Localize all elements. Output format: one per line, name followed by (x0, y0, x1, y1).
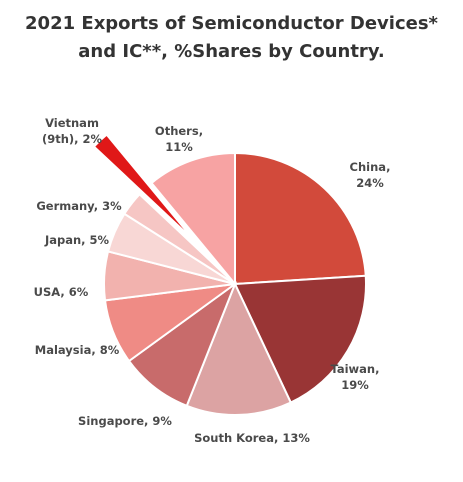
pie-label-usa: USA, 6% (34, 285, 89, 299)
pie-label-line: Others, (155, 124, 203, 138)
pie-label-south-korea: South Korea, 13% (194, 431, 310, 445)
pie-label-line: 19% (341, 378, 369, 392)
pie-label-singapore: Singapore, 9% (78, 414, 172, 428)
pie-label-line: Vietnam (45, 116, 99, 130)
pie-slices (92, 133, 367, 416)
pie-label-line: 11% (165, 140, 193, 154)
pie-label-japan: Japan, 5% (44, 233, 110, 247)
pie-label-vietnam-9th: Vietnam (9th), 2% (42, 116, 103, 146)
pie-label-malaysia: Malaysia, 8% (35, 343, 120, 357)
pie-label-line: USA, 6% (34, 285, 89, 299)
pie-slice-china (234, 151, 367, 286)
pie-label-line: China, (350, 160, 391, 174)
pie-slice-vietnam-9th (92, 133, 197, 243)
pie-slice-taiwan (233, 274, 367, 404)
pie-label-line: Germany, 3% (36, 199, 122, 213)
pie-label-line: Malaysia, 8% (35, 343, 120, 357)
pie-label-china: China, 24% (350, 160, 391, 190)
pie-label-line: Japan, 5% (44, 233, 110, 247)
chart-title-line1: 2021 Exports of Semiconductor Devices* (25, 13, 438, 34)
pie-label-germany: Germany, 3% (36, 199, 122, 213)
pie-label-line: (9th), 2% (42, 132, 103, 146)
chart-title: 2021 Exports of Semiconductor Devices* a… (0, 10, 463, 66)
pie-slice-others (150, 151, 236, 287)
pie-label-line: South Korea, 13% (194, 431, 310, 445)
pie-label-taiwan: Taiwan, 19% (330, 362, 379, 392)
pie-labels: China, 24% Taiwan, 19% South Korea, 13% Singa… (34, 116, 391, 445)
pie-slice-south-korea (185, 281, 293, 416)
pie-label-line: 24% (356, 176, 384, 190)
chart-title-line2: and IC**, %Shares by Country. (78, 41, 385, 62)
pie-label-line: Taiwan, (330, 362, 379, 376)
pie-label-line: Singapore, 9% (78, 414, 172, 428)
pie-slice-germany (123, 192, 236, 285)
pie-label-others: Others, 11% (155, 124, 203, 154)
